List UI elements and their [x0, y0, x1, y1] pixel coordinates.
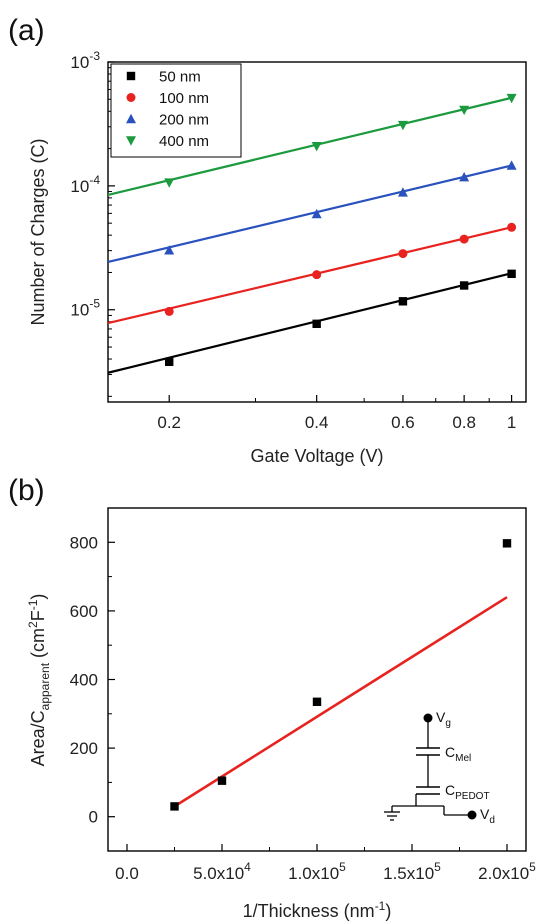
- point-a-3-4: [506, 93, 517, 104]
- point-a-3-3: [459, 105, 470, 116]
- x-tick-label-b-1: 5.0x104: [193, 860, 251, 883]
- point-a-0-4: [507, 269, 516, 279]
- fit-line-b-0: [173, 596, 508, 808]
- point-b-3: [502, 539, 512, 548]
- legend-marker-2: [126, 113, 136, 124]
- point-a-2-0: [164, 245, 175, 255]
- point-a-2-1: [311, 208, 322, 219]
- chart-b: (b) 0.0 5.0x104 1.0x105 1.5x105 2.0x105 0 200 4…: [8, 474, 536, 921]
- fit-line-b: [173, 596, 508, 808]
- fit-line-a-2: [107, 164, 512, 264]
- legend-marker-1: [126, 93, 136, 102]
- point-a-0-1: [312, 319, 321, 329]
- y-axis-label-b: Area/Capparent (cm2F-1): [26, 594, 52, 767]
- y-tick-label-b-1: 200: [70, 739, 98, 758]
- point-b-1: [217, 776, 227, 785]
- y-tick-label-b-4: 800: [70, 533, 98, 552]
- cmel-label: CMel: [445, 744, 471, 764]
- point-b-0: [170, 802, 179, 811]
- y-tick-label-a-1: 10-4: [70, 173, 100, 196]
- x-tick-label-a-4: 1: [507, 413, 516, 432]
- x-tick-label-a-2: 0.6: [391, 413, 415, 432]
- chart-a: (a) 0.2 0.4 0.6 0.8 1 10-5 10-4 10-3 Gate Volta…: [8, 14, 527, 466]
- fit-line-a-0: [107, 272, 512, 374]
- point-a-0-0: [165, 357, 174, 367]
- data-points-b: [170, 539, 512, 811]
- x-tick-label-a-3: 0.8: [452, 413, 476, 432]
- panel-label-a: (a): [8, 14, 45, 47]
- y-axis-label-a: Number of Charges (C): [28, 138, 48, 325]
- legend-label-0: 50 nm: [159, 69, 201, 86]
- point-a-1-1: [312, 270, 322, 280]
- point-a-1-2: [398, 249, 408, 259]
- point-a-2-4: [506, 160, 517, 170]
- x-tick-label-b-3: 1.5x105: [383, 860, 441, 883]
- point-a-1-0: [164, 306, 174, 316]
- legend-label-3: 400 nm: [159, 133, 209, 150]
- y-tick-label-b-2: 400: [70, 671, 98, 690]
- data-points-a: [164, 93, 517, 367]
- point-a-3-0: [164, 178, 175, 188]
- x-axis-label-a: Gate Voltage (V): [250, 446, 383, 466]
- point-a-0-3: [459, 281, 469, 290]
- legend-label-2: 200 nm: [159, 112, 209, 129]
- x-tick-label-a-0: 0.2: [157, 413, 181, 432]
- point-a-1-4: [507, 222, 517, 232]
- vd-terminal: [467, 810, 477, 820]
- point-a-0-2: [398, 297, 408, 306]
- x-tick-label-b-2: 1.0x105: [288, 860, 346, 883]
- y-tick-label-b-3: 600: [70, 602, 98, 621]
- point-a-3-2: [397, 120, 408, 131]
- x-tick-label-a-1: 0.4: [305, 413, 329, 432]
- legend-marker-3: [126, 136, 136, 146]
- axis-ticks-b: 0.0 5.0x104 1.0x105 1.5x105 2.0x105 0 200 400 60…: [70, 533, 537, 883]
- inset-circuit: Vg CMel CPEDOT Vd: [384, 709, 495, 826]
- y-tick-label-a-0: 10-5: [70, 297, 100, 320]
- legend-items: 50 nm 100 nm 200 nm 400 nm: [126, 69, 209, 150]
- fit-lines-a: [107, 96, 512, 374]
- point-a-1-3: [459, 234, 469, 244]
- axis-ticks-a: 0.2 0.4 0.6 0.8 1 10-5 10-4 10-3: [70, 49, 516, 432]
- vd-label: Vd: [480, 806, 495, 826]
- point-a-2-3: [459, 171, 470, 182]
- panel-label-b: (b): [8, 474, 45, 507]
- y-tick-label-a-2: 10-3: [70, 49, 100, 72]
- fit-line-a-1: [107, 226, 512, 325]
- x-tick-label-b-0: 0.0: [115, 864, 139, 883]
- point-a-2-2: [397, 187, 408, 197]
- x-axis-label-b: 1/Thickness (nm-1): [243, 899, 392, 921]
- point-a-3-1: [311, 141, 322, 152]
- x-tick-label-b-4: 2.0x105: [478, 860, 536, 883]
- point-b-2: [312, 697, 322, 706]
- cpedot-label: CPEDOT: [445, 782, 490, 802]
- legend: 50 nm 100 nm 200 nm 400 nm: [110, 63, 242, 158]
- vg-label: Vg: [436, 709, 451, 729]
- legend-marker-0: [126, 71, 136, 81]
- fit-line-a-3: [107, 96, 512, 197]
- legend-label-1: 100 nm: [159, 90, 209, 107]
- y-tick-label-b-0: 0: [89, 808, 98, 827]
